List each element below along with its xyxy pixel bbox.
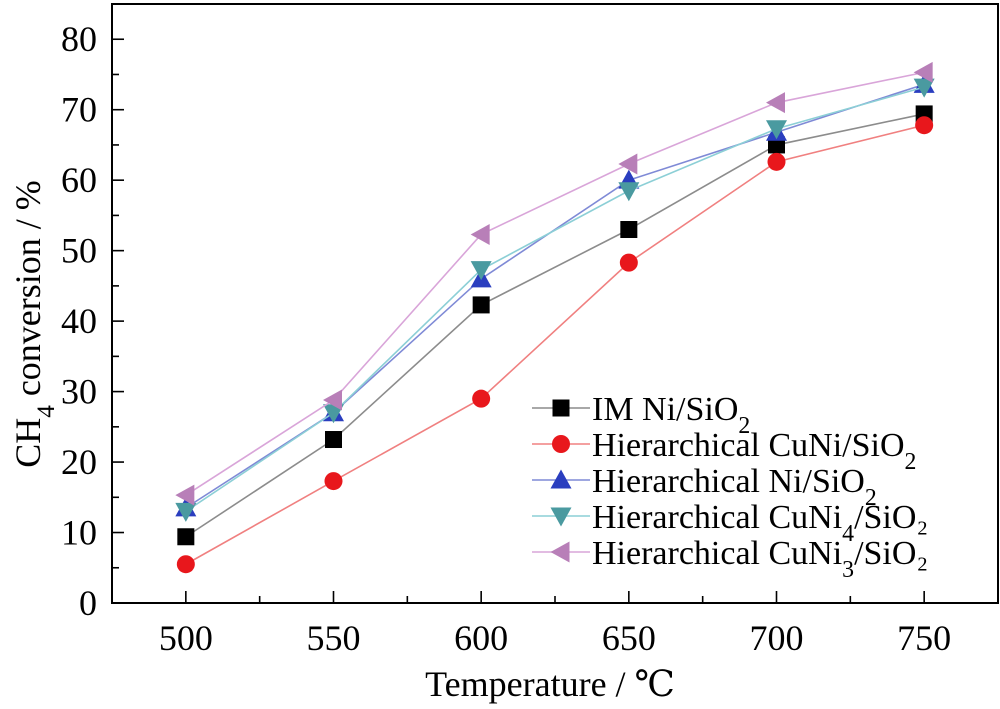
series-line: [185, 86, 925, 513]
legend-marker: [550, 507, 572, 527]
series-line: [185, 71, 925, 496]
legend-entry-5: Hierarchical CuNi3/SiO₂: [532, 535, 928, 583]
data-point: [472, 389, 491, 408]
data-point: [619, 253, 638, 272]
data-point: [915, 116, 934, 135]
series-5: [175, 61, 933, 506]
data-point: [913, 78, 935, 98]
legend-entry-4: Hierarchical CuNi4/SiO₂: [532, 499, 928, 547]
data-point: [324, 472, 343, 491]
data-point: [323, 404, 344, 424]
data-point: [325, 431, 342, 449]
y-tick-label: 10: [61, 513, 97, 553]
x-tick-label: 550: [307, 618, 361, 658]
x-tick-label: 650: [602, 618, 656, 658]
data-point: [620, 221, 638, 239]
x-tick-label: 750: [897, 618, 951, 658]
legend-label: Hierarchical CuNi/SiO2: [592, 427, 916, 475]
series-4: [175, 78, 935, 522]
data-point: [177, 528, 195, 546]
y-tick-label: 30: [61, 372, 97, 412]
legend-label: Hierarchical CuNi3/SiO₂: [592, 535, 928, 583]
legend-marker: [552, 435, 570, 453]
data-point: [175, 502, 197, 522]
y-tick-label: 40: [61, 301, 97, 341]
data-point: [766, 120, 787, 140]
legend-entry-3: Hierarchical Ni/SiO2: [532, 463, 877, 511]
data-point: [767, 152, 786, 171]
series-layer: [175, 61, 935, 574]
data-point: [913, 61, 933, 83]
x-tick-label: 600: [454, 618, 508, 658]
x-tick-label: 700: [750, 618, 804, 658]
data-point: [766, 92, 785, 114]
data-point: [175, 484, 195, 506]
y-tick-label: 50: [61, 231, 97, 271]
data-point: [323, 389, 342, 411]
y-tick-label: 0: [79, 583, 97, 623]
y-tick-label: 70: [61, 90, 97, 130]
data-point: [470, 261, 492, 281]
data-point: [470, 223, 490, 245]
x-axis-label: Temperature / ℃: [425, 664, 675, 704]
data-point: [618, 182, 640, 202]
data-point: [176, 555, 195, 574]
legend-label: Hierarchical Ni/SiO2: [592, 463, 877, 511]
y-axis-label: CH4 conversion / %: [8, 180, 60, 468]
legend-label: Hierarchical CuNi4/SiO₂: [592, 499, 928, 547]
legend-label: IM Ni/SiO2: [592, 391, 750, 439]
x-tick-label: 500: [159, 618, 213, 658]
series-line: [185, 113, 925, 538]
y-tick-label: 80: [61, 19, 97, 59]
y-tick-label: 60: [61, 160, 97, 200]
axes: 500 550 600 650 700 750 0 10 20 30 40 50 60 70 80: [61, 3, 999, 658]
data-point: [618, 153, 638, 175]
legend-marker: [552, 399, 570, 417]
legend-marker: [550, 469, 572, 489]
y-tick-label: 20: [61, 442, 97, 482]
data-point: [472, 296, 490, 314]
series-line: [185, 124, 925, 565]
series-2: [176, 116, 934, 574]
legend-marker: [550, 541, 570, 563]
legend-entry-1: IM Ni/SiO2: [532, 391, 750, 439]
legend-entry-2: Hierarchical CuNi/SiO2: [532, 427, 916, 475]
